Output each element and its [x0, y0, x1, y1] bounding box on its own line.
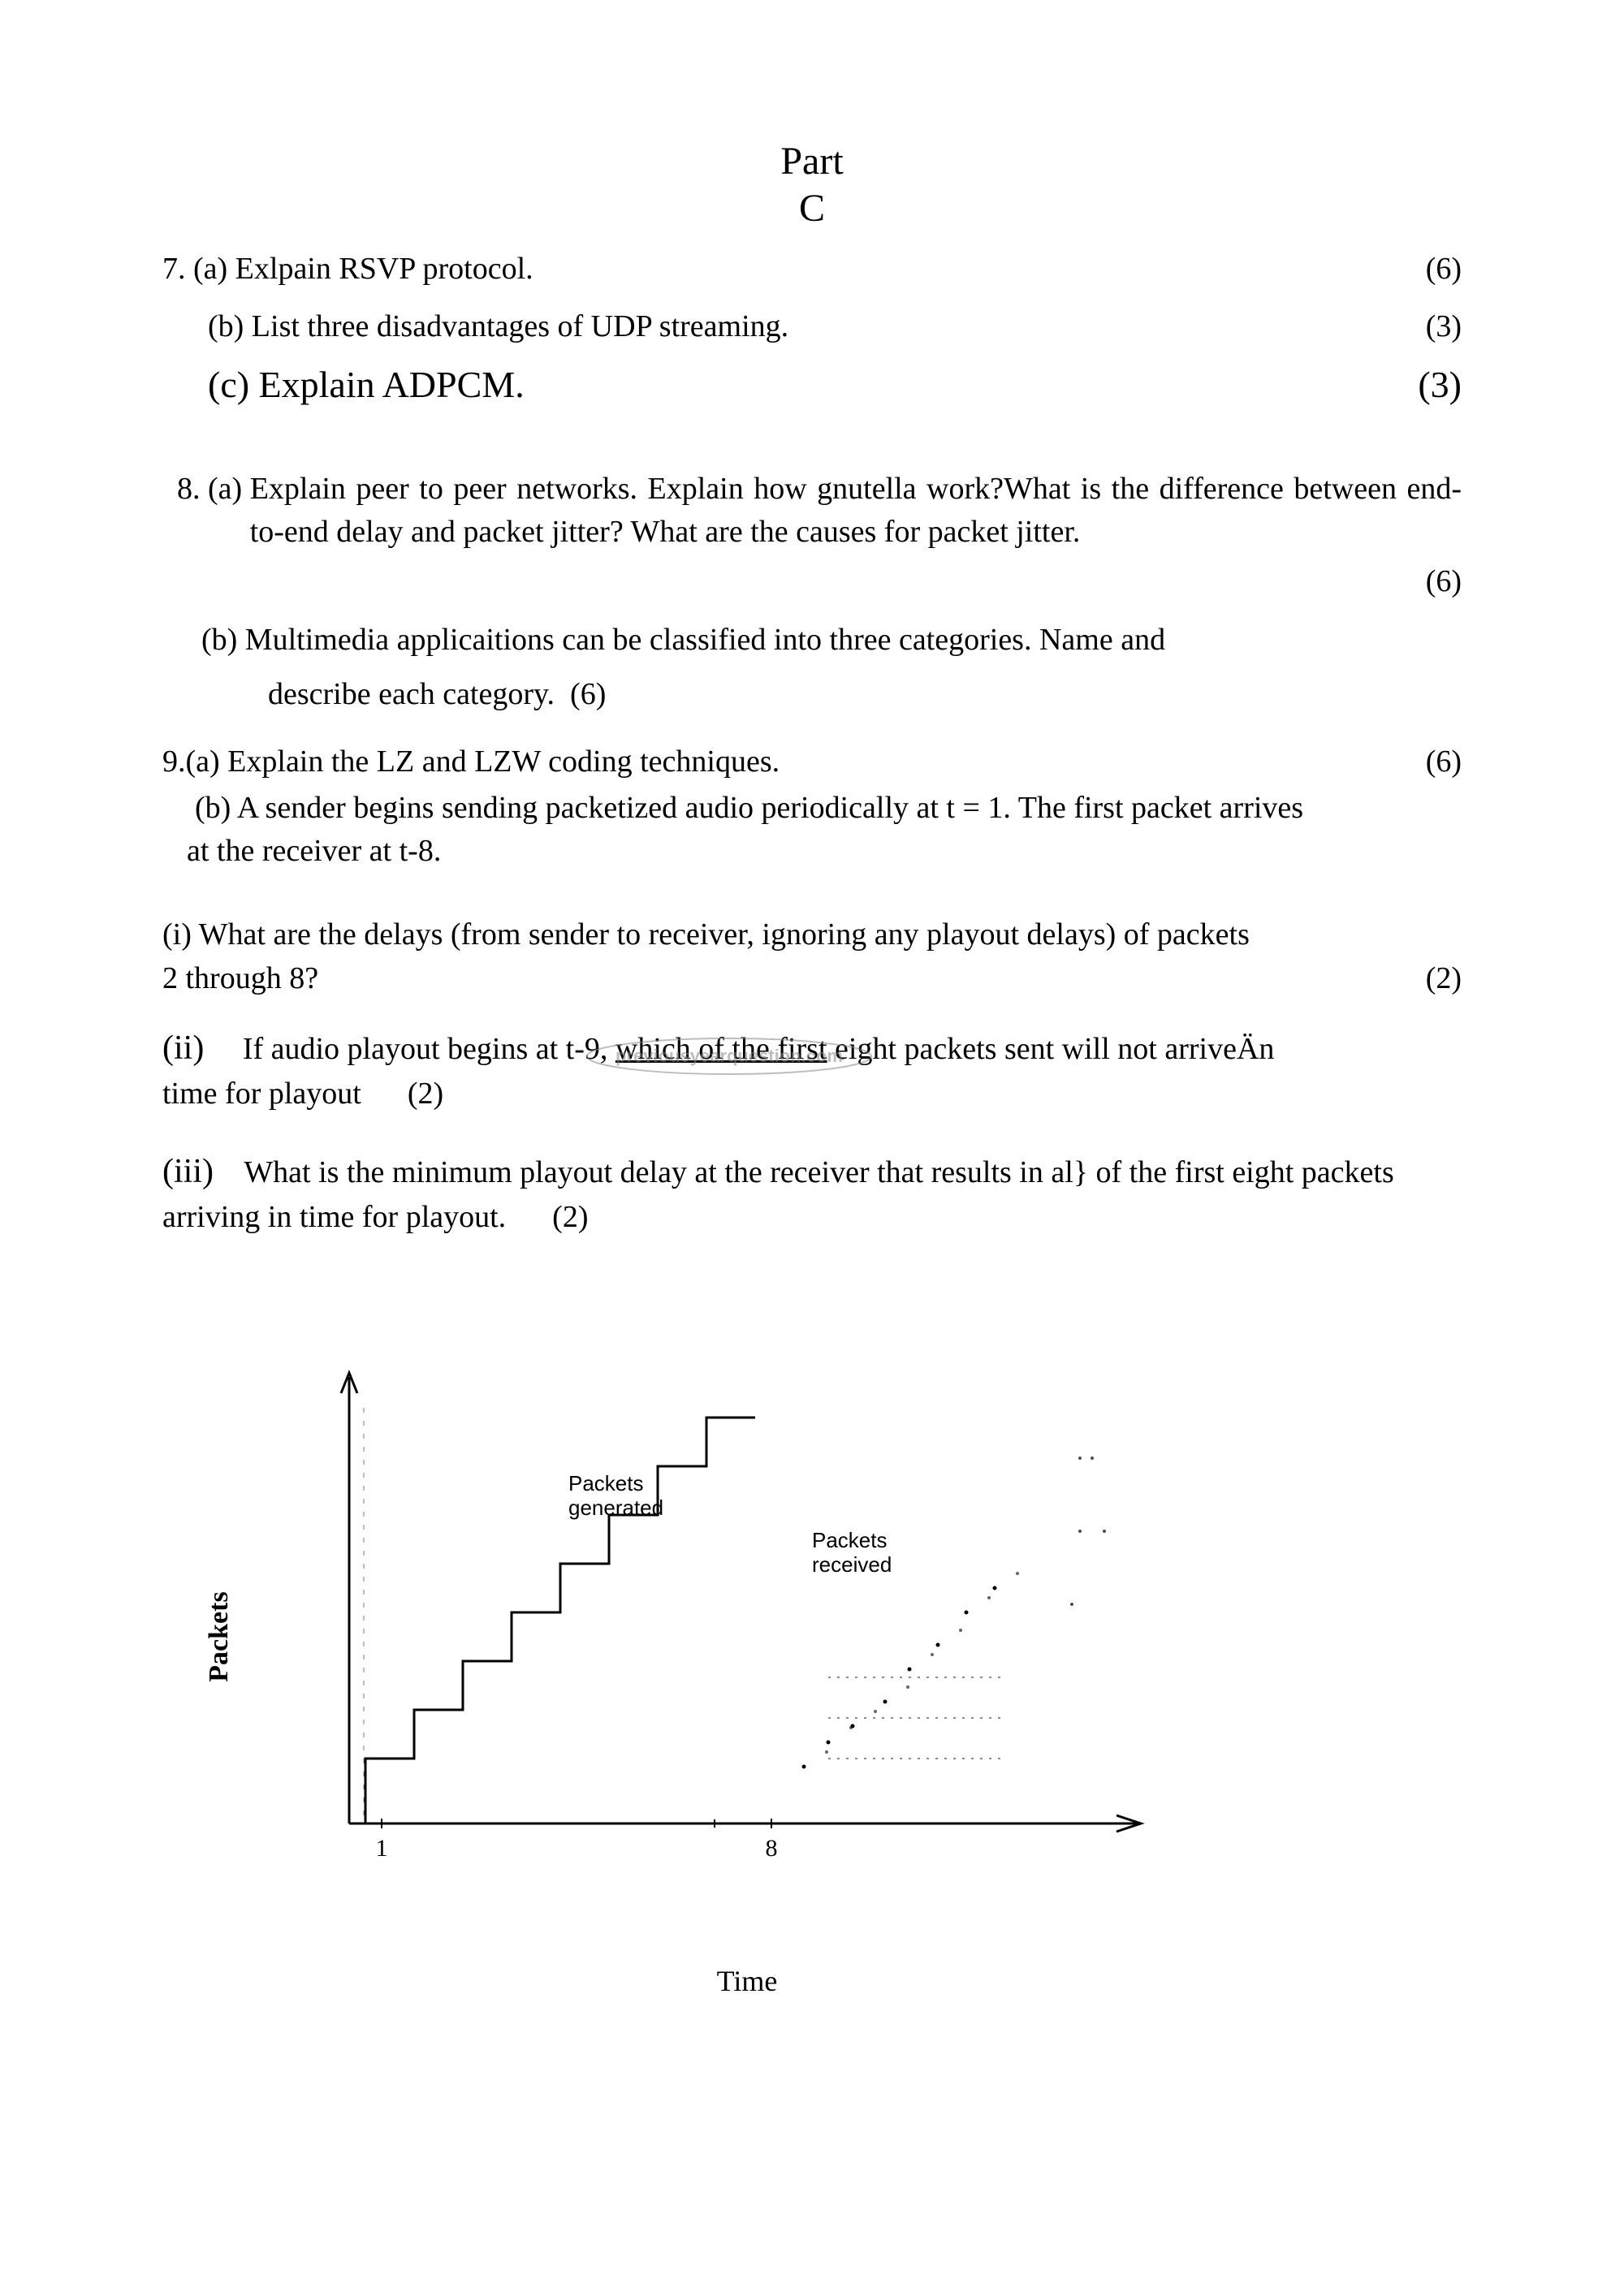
- q9a-marks: (6): [1426, 740, 1462, 783]
- q7b-text: (b) List three disadvantages of UDP stre…: [208, 305, 1426, 348]
- packets-chart: Packets 18PacketsgeneratedPacketsreceive…: [260, 1328, 1234, 1945]
- q9: 9.(a) Explain the LZ and LZW coding tech…: [162, 740, 1462, 1239]
- q9ii-line2: time for playout (2): [162, 1072, 1462, 1116]
- q7b-marks: (3): [1426, 305, 1462, 348]
- q9i-text: (i) What are the delays (from sender to …: [162, 913, 1462, 956]
- svg-text:8: 8: [766, 1835, 778, 1862]
- q9b: (b) A sender begins sending packetized a…: [162, 787, 1462, 830]
- q7a-marks: (6): [1426, 248, 1462, 291]
- svg-text:Packets: Packets: [568, 1471, 644, 1495]
- chart-x-label: Time: [717, 1961, 778, 2001]
- q7c-marks: (3): [1418, 359, 1462, 411]
- q7a-text: 7. (a) Exlpain RSVP protocol.: [162, 248, 1426, 291]
- q9b-cont: at the receiver at t-8.: [162, 830, 1462, 873]
- q8a-text: Explain peer to peer networks. Explain h…: [250, 468, 1462, 554]
- q7c-text: (c) Explain ADPCM.: [208, 359, 1418, 411]
- q7a-row: 7. (a) Exlpain RSVP protocol. (6): [162, 248, 1462, 291]
- chart-svg: 18PacketsgeneratedPacketsreceived: [260, 1328, 1234, 1897]
- q9b-text: (b) A sender begins sending packetized a…: [195, 791, 1303, 825]
- q9i-marks: (2): [1426, 957, 1462, 1000]
- part-header: Part C: [162, 138, 1462, 231]
- q9ii-underline: which of the first: [615, 1032, 827, 1066]
- q9i: (i) What are the delays (from sender to …: [162, 913, 1462, 999]
- q9iii: (iii) What is the minimum playout delay …: [162, 1148, 1462, 1239]
- part-header-line1: Part: [162, 138, 1462, 185]
- svg-text:received: received: [812, 1552, 892, 1577]
- q9ii-prefix: (ii): [162, 1029, 204, 1067]
- q9ii-after: eight packets sent will not arriveÄn: [827, 1032, 1275, 1066]
- q7c-row: (c) Explain ADPCM. (3): [162, 359, 1462, 411]
- q8b-line2: describe each category. (6): [162, 673, 1462, 716]
- q9ii-before: If audio playout begins at t-9,: [243, 1032, 615, 1066]
- q9iii-text: What is the minimum playout delay at the…: [162, 1155, 1394, 1234]
- q9iii-prefix: (iii): [162, 1153, 214, 1190]
- svg-text:generated: generated: [568, 1495, 663, 1520]
- q8b-text: (b) Multimedia applicaitions can be clas…: [162, 619, 1462, 662]
- q7b-row: (b) List three disadvantages of UDP stre…: [162, 305, 1462, 348]
- q9i-line2: 2 through 8?: [162, 957, 318, 1000]
- chart-y-label: Packets: [200, 1591, 239, 1681]
- svg-text:Packets: Packets: [812, 1528, 888, 1552]
- q9ii: (ii) If audio playout begins at t-9, whi…: [162, 1025, 1462, 1116]
- q8a-marks: (6): [162, 560, 1462, 603]
- q9a-text: 9.(a) Explain the LZ and LZW coding tech…: [162, 740, 780, 783]
- q8: 8. (a) Explain peer to peer networks. Ex…: [162, 468, 1462, 716]
- svg-text:1: 1: [376, 1835, 388, 1862]
- part-header-line2: C: [162, 185, 1462, 232]
